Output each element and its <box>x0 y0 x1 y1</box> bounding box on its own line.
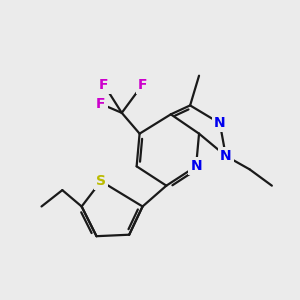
Text: N: N <box>214 116 226 130</box>
Text: F: F <box>99 78 109 92</box>
Text: S: S <box>96 174 106 188</box>
Text: N: N <box>220 149 232 163</box>
Text: N: N <box>190 159 202 173</box>
Text: F: F <box>138 78 147 92</box>
Text: F: F <box>96 97 106 111</box>
